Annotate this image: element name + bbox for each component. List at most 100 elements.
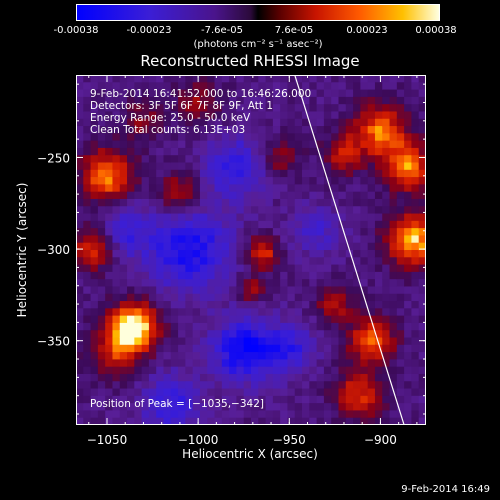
- heatmap-cell: [127, 330, 135, 339]
- heatmap-cell: [83, 89, 92, 98]
- heatmap-cell: [360, 271, 369, 280]
- heatmap-cell: [243, 235, 252, 244]
- heatmap-cell: [389, 133, 398, 142]
- heatmap-cell: [221, 75, 230, 83]
- heatmap-cell: [323, 344, 332, 353]
- heatmap-cell: [83, 111, 92, 120]
- heatmap-cell: [112, 308, 121, 317]
- heatmap-cell: [302, 373, 310, 382]
- heatmap-cell: [76, 388, 84, 397]
- heatmap-cell: [353, 104, 361, 113]
- heatmap-cell: [418, 96, 426, 105]
- heatmap-cell: [214, 177, 223, 185]
- heatmap-cell: [338, 271, 347, 280]
- heatmap-cell: [112, 126, 121, 134]
- heatmap-cell: [404, 395, 413, 404]
- heatmap-cell: [382, 381, 391, 390]
- heatmap-cell: [404, 293, 413, 302]
- heatmap-cell: [294, 126, 303, 134]
- heatmap-cell: [411, 330, 420, 339]
- heatmap-cell: [309, 235, 318, 244]
- heatmap-cell: [287, 403, 296, 412]
- heatmap-cell: [105, 206, 114, 215]
- heatmap-cell: [119, 388, 128, 397]
- heatmap-cell: [265, 330, 274, 339]
- heatmap-cell: [207, 191, 216, 200]
- heatmap-cell: [302, 264, 310, 273]
- heatmap-cell: [112, 293, 121, 302]
- heatmap-cell: [287, 286, 296, 295]
- heatmap-cell: [251, 89, 259, 98]
- heatmap-cell: [360, 104, 369, 113]
- heatmap-cell: [411, 315, 420, 324]
- heatmap-cell: [287, 126, 296, 134]
- heatmap-cell: [338, 373, 347, 382]
- heatmap-cell: [345, 133, 354, 142]
- heatmap-cell: [258, 359, 267, 368]
- heatmap-cell: [287, 169, 296, 178]
- heatmap-cell: [258, 417, 267, 425]
- heatmap-cell: [207, 301, 216, 309]
- heatmap-cell: [302, 206, 310, 215]
- heatmap-cell: [199, 213, 208, 222]
- heatmap-cell: [119, 366, 128, 375]
- heatmap-cell: [221, 235, 230, 244]
- heatmap-cell: [214, 220, 223, 229]
- heatmap-cell: [134, 417, 143, 425]
- heatmap-cell: [156, 242, 165, 251]
- heatmap-cell: [134, 301, 143, 309]
- heatmap-cell: [338, 250, 347, 258]
- heatmap-cell: [90, 213, 99, 222]
- heatmap-cell: [207, 279, 216, 288]
- heatmap-cell: [382, 206, 391, 215]
- heatmap-cell: [338, 96, 347, 105]
- heatmap-cell: [323, 82, 332, 91]
- heatmap-cell: [76, 104, 84, 113]
- heatmap-cell: [127, 301, 135, 309]
- heatmap-cell: [280, 337, 289, 346]
- heatmap-cell: [280, 191, 289, 200]
- heatmap-cell: [170, 373, 179, 382]
- heatmap-cell: [316, 352, 325, 360]
- heatmap-cell: [294, 111, 303, 120]
- plot-frame: [76, 75, 426, 425]
- heatmap-cell: [316, 191, 325, 200]
- heatmap-cell: [192, 75, 201, 83]
- heatmap-cell: [418, 286, 426, 295]
- heatmap-cell: [178, 410, 186, 419]
- heatmap-cell: [105, 213, 114, 222]
- heatmap-cell: [345, 293, 354, 302]
- heatmap-cell: [360, 410, 369, 419]
- heatmap-cell: [280, 381, 289, 390]
- heatmap-cell: [127, 184, 135, 193]
- heatmap-cell: [156, 220, 165, 229]
- heatmap-cell: [90, 104, 99, 113]
- heatmap-cell: [119, 337, 128, 346]
- heatmap-cell: [287, 250, 296, 258]
- heatmap-cell: [258, 191, 267, 200]
- heatmap-cell: [229, 301, 238, 309]
- heatmap-cell: [404, 264, 413, 273]
- heatmap-cell: [199, 118, 208, 127]
- heatmap-cell: [163, 352, 172, 360]
- heatmap-cell: [411, 104, 420, 113]
- heatmap-cell: [105, 104, 114, 113]
- heatmap-cell: [353, 184, 361, 193]
- heatmap-cell: [374, 271, 383, 280]
- heatmap-cell: [309, 344, 318, 353]
- heatmap-cell: [323, 403, 332, 412]
- heatmap-cell: [389, 293, 398, 302]
- heatmap-cell: [192, 184, 201, 193]
- heatmap-cell: [302, 198, 310, 207]
- heatmap-cell: [294, 308, 303, 317]
- heatmap-cell: [148, 140, 157, 149]
- heatmap-cell: [404, 344, 413, 353]
- heatmap-cell: [148, 155, 157, 164]
- heatmap-cell: [127, 250, 135, 258]
- heatmap-cell: [294, 184, 303, 193]
- heatmap-cell: [374, 177, 383, 185]
- heatmap-cell: [207, 140, 216, 149]
- heatmap-cell: [221, 359, 230, 368]
- heatmap-cell: [221, 104, 230, 113]
- heatmap-cell: [214, 293, 223, 302]
